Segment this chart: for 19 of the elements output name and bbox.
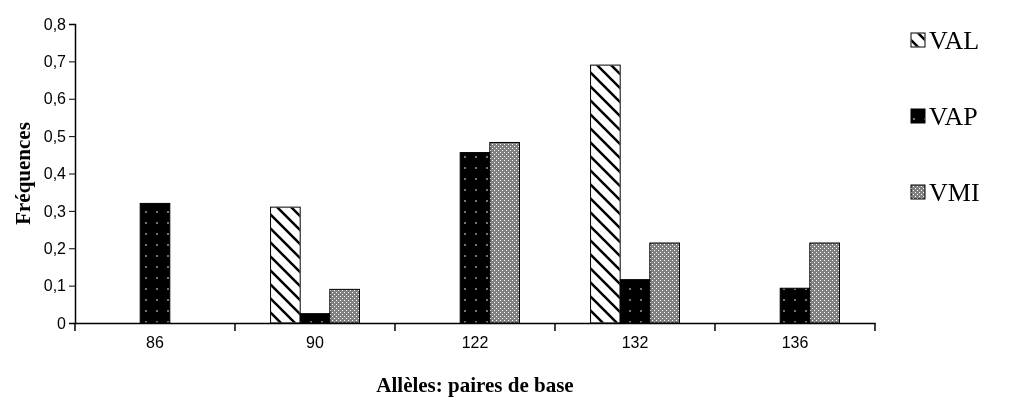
legend-label: VMI	[929, 178, 980, 207]
x-tick-label: 136	[781, 334, 809, 351]
y-tick-label: 0,3	[43, 202, 67, 220]
y-tick-label: 0,4	[43, 165, 67, 183]
y-tick-label: 0,2	[43, 239, 67, 257]
y-tick-label: 0	[57, 314, 67, 332]
y-tick-label: 0,6	[43, 90, 67, 108]
x-tick-label: 132	[621, 334, 649, 351]
x-tick-label: 86	[146, 334, 164, 351]
y-tick-label: 0,8	[43, 15, 67, 33]
y-tick-label: 0,5	[43, 127, 67, 145]
y-axis-title: Fréquences	[11, 122, 35, 225]
legend-label: VAL	[929, 26, 980, 55]
y-tick-label: 0,7	[43, 52, 67, 70]
legend-label: VAP	[929, 102, 978, 131]
x-tick-label: 122	[461, 334, 489, 351]
x-tick-label: 90	[306, 334, 324, 351]
y-tick-label: 0,1	[43, 277, 67, 295]
x-axis-title: Allèles: paires de base	[376, 373, 574, 397]
